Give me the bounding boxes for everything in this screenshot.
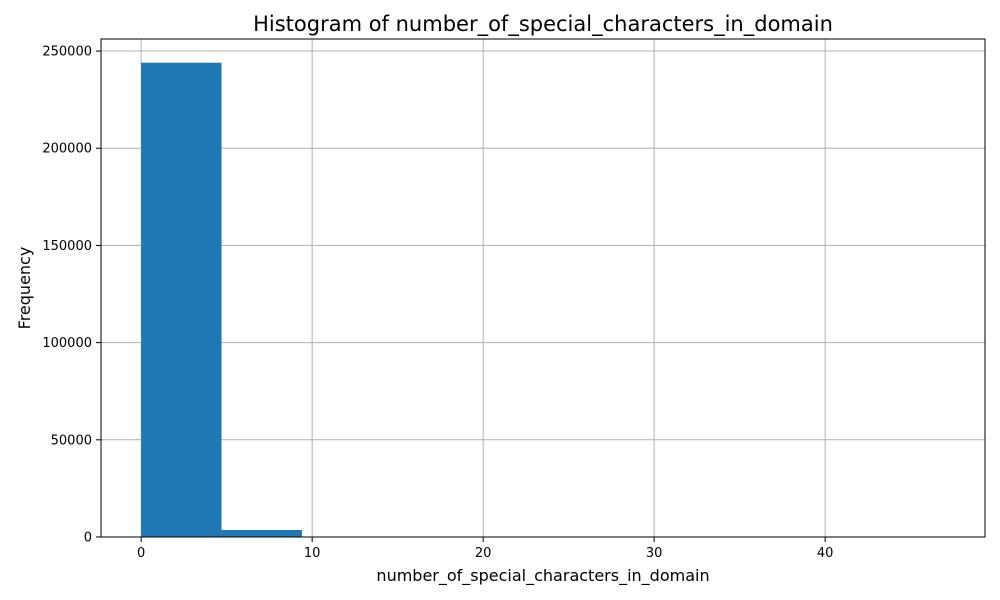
plot-frame — [100, 38, 986, 538]
x-axis-label: number_of_special_characters_in_domain — [376, 566, 709, 586]
y-tick-label: 250000 — [42, 45, 92, 60]
y-axis-label: Frequency — [15, 247, 34, 330]
x-tick-label: 30 — [646, 546, 663, 561]
x-tick-label: 10 — [304, 546, 321, 561]
chart-title: Histogram of number_of_special_character… — [253, 12, 833, 37]
grid — [101, 39, 985, 538]
histogram-bar-0 — [141, 62, 222, 537]
x-tick-label: 20 — [475, 546, 492, 561]
y-axis-ticks: 0 50000 100000 150000 200000 250000 — [42, 45, 101, 546]
y-tick-label: 100000 — [42, 336, 92, 351]
histogram-bar-1 — [221, 530, 302, 537]
bars — [141, 62, 945, 537]
y-tick-label: 0 — [84, 531, 92, 546]
x-tick-label: 0 — [137, 546, 145, 561]
y-tick-label: 50000 — [51, 433, 92, 448]
x-tick-label: 40 — [817, 546, 834, 561]
y-tick-label: 200000 — [42, 142, 92, 157]
x-axis-ticks: 0 10 20 30 40 — [137, 537, 833, 561]
y-tick-label: 150000 — [42, 239, 92, 254]
